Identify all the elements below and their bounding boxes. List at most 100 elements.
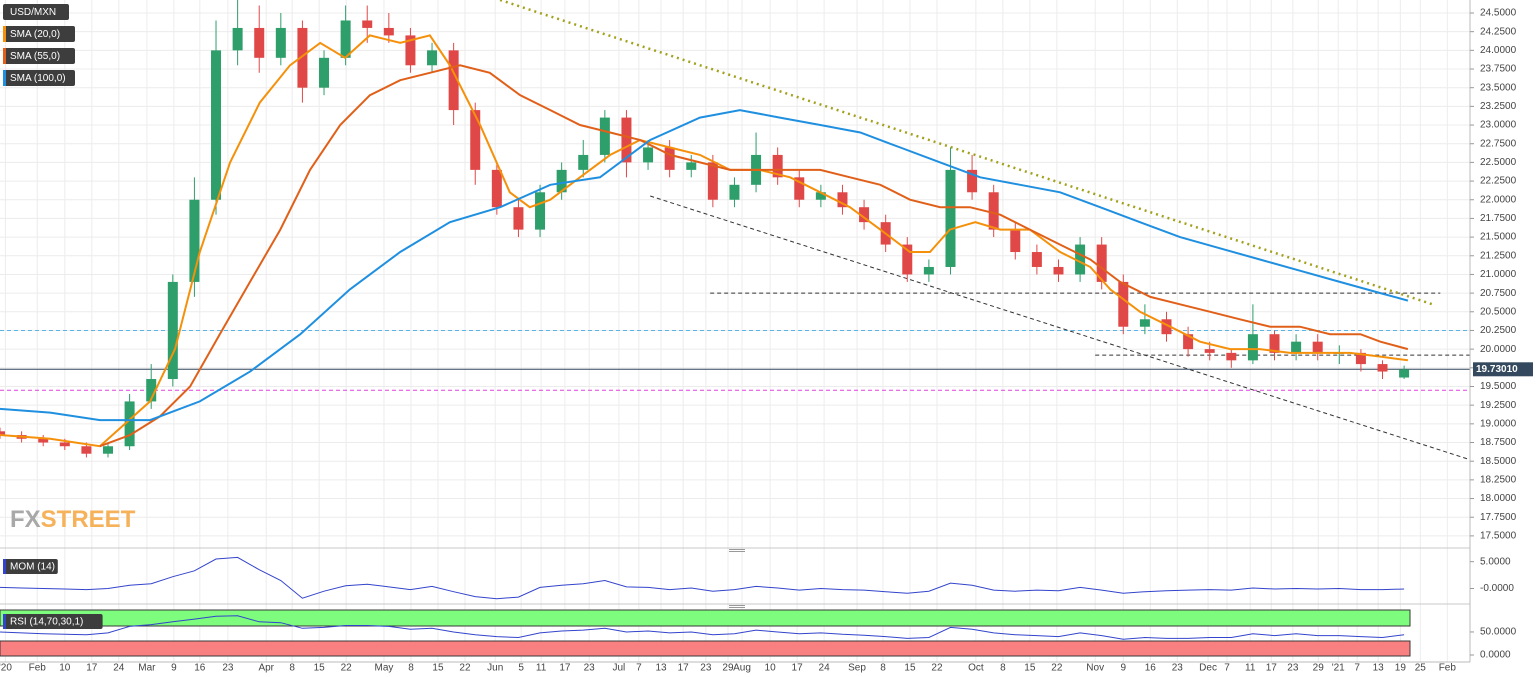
- trend-line: [650, 195, 1471, 461]
- y-tick-label: 0.0000: [1480, 650, 1511, 661]
- x-tick-label: 10: [59, 663, 71, 674]
- x-tick-label: 17: [1266, 663, 1278, 674]
- candle-body: [815, 192, 826, 200]
- x-tick-label: Sep: [848, 663, 866, 674]
- candle-body: [103, 446, 114, 454]
- x-tick-label: 5: [518, 663, 524, 674]
- legend-label: USD/MXN: [10, 7, 56, 18]
- x-tick-label: 8: [880, 663, 886, 674]
- x-tick-label: Jun: [487, 663, 503, 674]
- x-tick-label: 15: [904, 663, 916, 674]
- rsi-oversold-band: [0, 640, 1411, 657]
- x-tick-label: '20: [0, 663, 12, 674]
- y-tick-label: 23.7500: [1480, 64, 1517, 75]
- x-tick-label: 23: [222, 663, 234, 674]
- x-tick-label: 10: [765, 663, 777, 674]
- candle-body: [1247, 334, 1258, 361]
- x-tick-label: 22: [1051, 663, 1063, 674]
- legend-swatch: [3, 559, 6, 574]
- y-tick-label: 21.2500: [1480, 250, 1517, 261]
- x-tick-label: Jul: [612, 663, 625, 674]
- x-tick-label: 8: [289, 663, 295, 674]
- candle-body: [297, 27, 308, 88]
- legend-swatch: [3, 70, 6, 86]
- watermark-part: STREET: [41, 506, 136, 533]
- y-tick-label: -0.0000: [1480, 583, 1514, 594]
- candle-body: [340, 20, 351, 58]
- y-tick-label: 19.0000: [1480, 418, 1517, 429]
- indicator-line: [0, 615, 1405, 640]
- legend-box: [3, 26, 75, 42]
- y-tick-label: 21.5000: [1480, 232, 1517, 243]
- y-tick-label: 21.0000: [1480, 269, 1517, 280]
- x-tick-label: 7: [1224, 663, 1230, 674]
- y-tick-label: 20.0000: [1480, 344, 1517, 355]
- candle-body: [859, 207, 870, 223]
- last-price-label: 19.73010: [1476, 364, 1518, 375]
- y-tick-label: 24.2500: [1480, 26, 1517, 37]
- y-tick-label: 20.5000: [1480, 306, 1517, 317]
- x-tick-label: 22: [341, 663, 353, 674]
- panel-title-box: [3, 559, 58, 574]
- y-tick-label: 23.0000: [1480, 120, 1517, 131]
- x-tick-label: 16: [194, 663, 206, 674]
- legend-label: SMA (20,0): [10, 29, 60, 40]
- candle-body: [59, 442, 70, 447]
- candle-body: [427, 50, 438, 66]
- legend-swatch: [3, 26, 6, 42]
- candle-body: [1399, 369, 1410, 378]
- legend-box: [3, 70, 75, 86]
- panel-title: RSI (14,70,30,1): [10, 617, 83, 628]
- candle-body: [1053, 266, 1064, 275]
- x-tick-label: 22: [931, 663, 943, 674]
- y-tick-label: 22.0000: [1480, 194, 1517, 205]
- panel-title-box: [3, 614, 103, 629]
- candle-body: [1075, 244, 1086, 275]
- legend-label: SMA (100,0): [10, 73, 66, 84]
- x-tick-label: 24: [113, 663, 125, 674]
- candle-body: [1204, 349, 1215, 353]
- x-tick-label: Feb: [29, 663, 47, 674]
- candle-body: [1377, 364, 1388, 372]
- resize-handle[interactable]: [729, 549, 745, 608]
- rsi-overbought-band: [0, 609, 1411, 627]
- candle-body: [794, 177, 805, 200]
- candle-body: [319, 57, 330, 88]
- candle-body: [707, 162, 718, 200]
- x-tick-label: 23: [700, 663, 712, 674]
- y-tick-label: 22.5000: [1480, 157, 1517, 168]
- x-tick-label: 16: [1145, 663, 1157, 674]
- candle-body: [837, 192, 848, 208]
- y-tick-label: 20.7500: [1480, 288, 1517, 299]
- candle-body: [535, 192, 546, 230]
- trend-line: [499, 0, 1436, 307]
- plot: FXSTREET: [0, 0, 1471, 640]
- x-tick-label: 17: [792, 663, 804, 674]
- legend: USD/MXN SMA (20,0) SMA (55,0) SMA (100,0) MO…: [3, 4, 103, 629]
- candle-body: [988, 192, 999, 230]
- candle-body: [1226, 352, 1237, 361]
- candle-body: [232, 27, 243, 51]
- x-tick-label: '21: [1332, 663, 1345, 674]
- candle-body: [81, 446, 92, 454]
- candle-body: [470, 110, 481, 170]
- watermark-part: FX: [10, 506, 41, 533]
- x-tick-label: Aug: [733, 663, 751, 674]
- candle-body: [967, 169, 978, 193]
- candle-body: [1031, 252, 1042, 267]
- x-tick-label: Nov: [1086, 663, 1104, 674]
- legend-swatch: [3, 48, 6, 64]
- candle-body: [729, 184, 740, 200]
- x-tick-label: 8: [1000, 663, 1006, 674]
- candle-body: [146, 379, 157, 402]
- last-price-badge: [1473, 362, 1533, 377]
- candle-body: [189, 199, 200, 282]
- candle-body: [491, 169, 502, 208]
- x-tick-label: May: [375, 663, 394, 674]
- x-tick-label: Dec: [1199, 663, 1217, 674]
- x-tick-label: 22: [459, 663, 471, 674]
- x-tick-label: 17: [559, 663, 571, 674]
- panel-title: MOM (14): [10, 562, 55, 573]
- candle-body: [1118, 281, 1129, 327]
